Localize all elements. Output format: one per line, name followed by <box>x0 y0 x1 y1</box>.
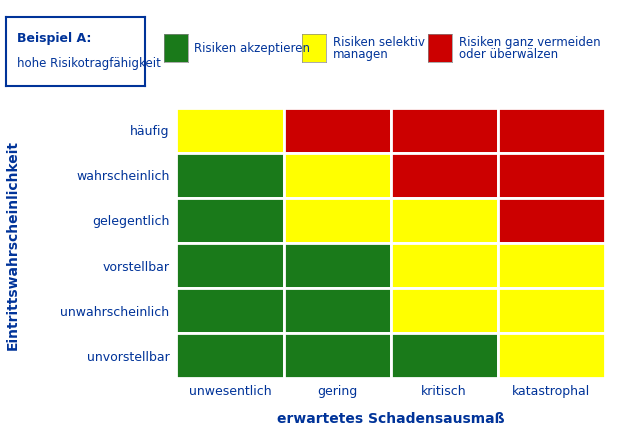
X-axis label: erwartetes Schadensausmaß: erwartetes Schadensausmaß <box>277 412 505 426</box>
Bar <box>391 153 498 198</box>
Text: Eintrittswahrscheinlichkeit: Eintrittswahrscheinlichkeit <box>6 140 20 350</box>
Bar <box>498 198 605 243</box>
Bar <box>391 288 498 333</box>
Bar <box>284 153 391 198</box>
Text: Risiken selektiv: Risiken selektiv <box>333 36 425 49</box>
Bar <box>498 108 605 153</box>
Bar <box>176 243 284 288</box>
Bar <box>391 108 498 153</box>
Bar <box>284 108 391 153</box>
Text: hohe Risikotragfähigkeit: hohe Risikotragfähigkeit <box>18 57 161 70</box>
Bar <box>391 333 498 378</box>
Text: Risiken ganz vermeiden: Risiken ganz vermeiden <box>459 36 600 49</box>
Bar <box>498 243 605 288</box>
Bar <box>176 198 284 243</box>
Bar <box>284 288 391 333</box>
Bar <box>176 333 284 378</box>
Bar <box>176 153 284 198</box>
Text: Risiken akzeptieren: Risiken akzeptieren <box>194 42 310 55</box>
Bar <box>176 108 284 153</box>
Text: managen: managen <box>333 48 388 61</box>
Text: oder überwälzen: oder überwälzen <box>459 48 558 61</box>
Bar <box>176 288 284 333</box>
Bar <box>391 198 498 243</box>
Bar <box>284 243 391 288</box>
Bar <box>498 153 605 198</box>
Bar <box>284 198 391 243</box>
Bar <box>498 333 605 378</box>
Bar <box>498 288 605 333</box>
Text: Beispiel A:: Beispiel A: <box>18 32 92 45</box>
Bar <box>284 333 391 378</box>
Bar <box>391 243 498 288</box>
